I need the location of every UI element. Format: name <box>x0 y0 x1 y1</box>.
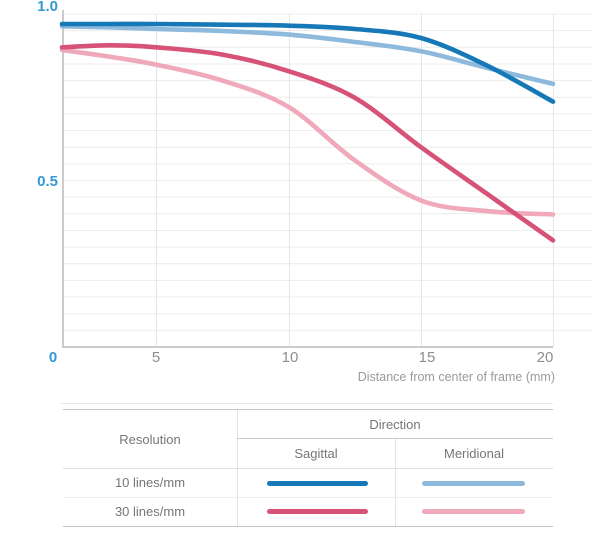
direction-header-underline <box>237 438 553 439</box>
row-30-lines-label: 30 lines/mm <box>114 504 186 519</box>
x-tick-label-5: 5 <box>151 349 161 366</box>
curve-sagittal-10 <box>59 21 556 104</box>
resolution-header-cell: Resolution <box>63 410 237 468</box>
legend-table: Resolution Direction Sagittal Meridional… <box>63 409 553 527</box>
legend-row-separator <box>63 497 553 498</box>
legend-swatch-meridional-10 <box>422 481 525 486</box>
legend-row-label-10-lines: 10 lines/mm <box>63 468 237 497</box>
x-tick-label-10: 10 <box>281 349 299 366</box>
direction-header-cell: Direction <box>237 410 553 438</box>
table-top-hairline <box>61 403 553 404</box>
legend-row-label-30-lines: 30 lines/mm <box>63 497 237 526</box>
meridional-header-label: Meridional <box>444 445 504 461</box>
curve-sagittal-30 <box>59 43 556 243</box>
curve-meridional-10 <box>59 24 556 87</box>
x-tick-label-15: 15 <box>418 349 436 366</box>
legend-swatch-meridional-30 <box>422 509 525 514</box>
legend-swatch-sagittal-10 <box>267 481 368 486</box>
legend-column-divider-2 <box>395 438 396 526</box>
x-axis-title: Distance from center of frame (mm) <box>357 370 555 384</box>
resolution-header-label: Resolution <box>119 431 181 447</box>
row-10-lines-label: 10 lines/mm <box>114 475 186 490</box>
legend-swatch-sagittal-30 <box>267 509 368 514</box>
x-tick-label-20: 20 <box>536 349 554 366</box>
sagittal-header-label: Sagittal <box>294 445 338 461</box>
y-tick-label-1.0: 1.0 <box>37 0 58 15</box>
meridional-header-cell: Meridional <box>395 438 553 468</box>
mtf-graph <box>59 10 592 348</box>
curve-meridional-30 <box>59 47 556 217</box>
direction-header-label: Direction <box>369 416 421 432</box>
sagittal-header-cell: Sagittal <box>237 438 395 468</box>
x-tick-label-0: 0 <box>48 349 58 366</box>
y-tick-label-0.5: 0.5 <box>37 173 58 190</box>
legend-header-separator <box>63 468 553 469</box>
